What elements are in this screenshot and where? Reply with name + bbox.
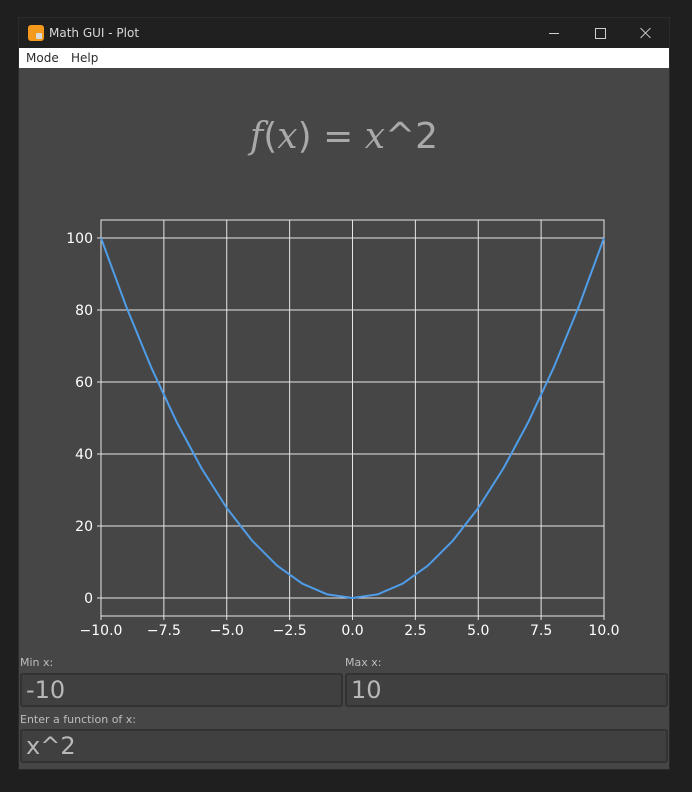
y-tick-label: 40 — [75, 447, 93, 463]
y-tick-label: 100 — [66, 231, 93, 247]
close-icon[interactable] — [623, 18, 669, 48]
title-bar[interactable]: Math GUI - Plot — [19, 18, 669, 48]
function-input[interactable]: x^2 — [20, 729, 668, 763]
max-x-label: Max x: — [345, 656, 382, 669]
heading-fn-name: f — [249, 116, 264, 157]
heading-var: x — [277, 116, 298, 157]
x-tick-label: −7.5 — [147, 623, 181, 636]
heading-close-paren: ) — [297, 116, 312, 157]
heading-rhs-var: x — [364, 116, 386, 157]
minimize-icon[interactable] — [531, 18, 577, 48]
maximize-icon[interactable] — [577, 18, 623, 48]
heading-rhs-rest: ^2 — [385, 116, 439, 157]
x-tick-label: 5.0 — [467, 623, 489, 636]
y-tick-label: 60 — [75, 375, 93, 391]
x-tick-label: 2.5 — [404, 623, 426, 636]
heading-open-paren: ( — [263, 116, 278, 157]
heading-equals: = — [311, 116, 365, 157]
menu-bar: Mode Help — [19, 48, 669, 68]
y-tick-label: 0 — [84, 591, 93, 607]
min-x-input[interactable]: -10 — [20, 673, 343, 707]
x-tick-label: 10.0 — [588, 623, 619, 636]
x-tick-label: −5.0 — [210, 623, 244, 636]
max-x-input[interactable]: 10 — [345, 673, 668, 707]
x-tick-label: 7.5 — [530, 623, 552, 636]
min-x-label: Min x: — [20, 656, 54, 669]
x-tick-label: −2.5 — [273, 623, 307, 636]
x-tick-label: −10.0 — [80, 623, 123, 636]
x-tick-label: 0.0 — [341, 623, 363, 636]
plot-chart: −10.0 −7.5 −5.0 −2.5 0.0 2.5 5.0 7.5 10.0 0 20 40 60… — [66, 219, 620, 636]
window-title: Math GUI - Plot — [49, 26, 140, 40]
y-tick-label: 20 — [75, 519, 93, 535]
series-line — [100, 237, 605, 599]
function-label: Enter a function of x: — [20, 713, 137, 726]
app-icon — [28, 25, 44, 41]
app-window: Math GUI - Plot Mode Help f(x) = x^2 −10… — [18, 17, 670, 770]
function-heading: f(x) = x^2 — [19, 116, 669, 157]
menu-help[interactable]: Help — [71, 51, 99, 65]
menu-mode[interactable]: Mode — [26, 51, 59, 65]
y-tick-label: 80 — [75, 303, 93, 319]
